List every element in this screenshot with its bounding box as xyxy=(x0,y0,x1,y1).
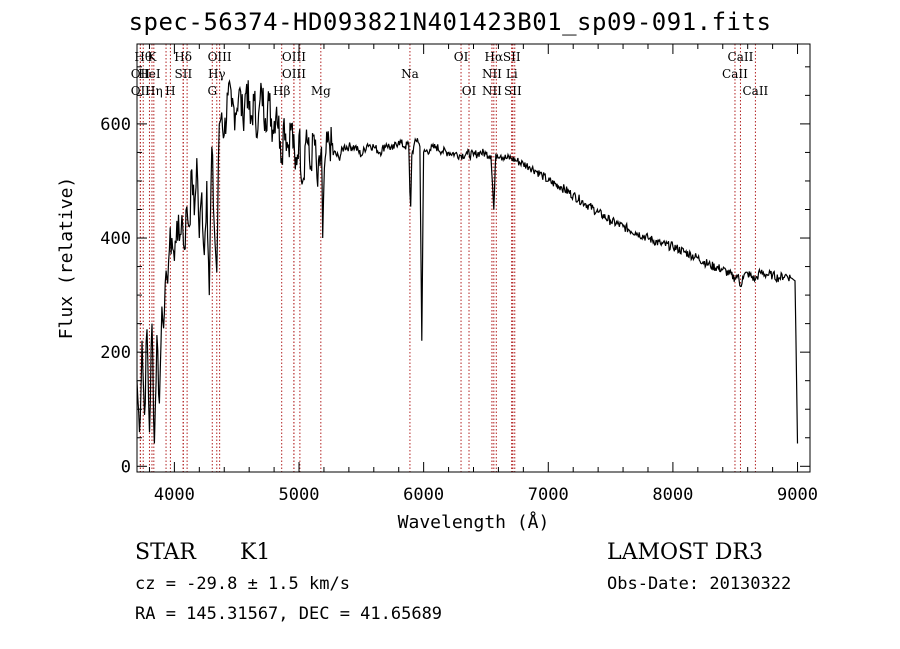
x-tick-label: 6000 xyxy=(403,485,444,505)
y-tick-label: 600 xyxy=(100,115,131,135)
spectral-line-label: CaII xyxy=(728,50,754,64)
spectral-line-label: NII xyxy=(482,67,502,81)
y-tick-label: 0 xyxy=(121,457,131,477)
spectral-line-label: Hβ xyxy=(273,84,290,98)
x-tick-label: 4000 xyxy=(154,485,195,505)
spectral-line-label: Hα xyxy=(485,50,504,64)
x-tick-label: 8000 xyxy=(652,485,693,505)
spectral-line-label: Hγ xyxy=(208,67,226,81)
x-tick-label: 9000 xyxy=(777,485,818,505)
spectral-line-label: SII xyxy=(504,84,522,98)
line-markers xyxy=(139,44,756,472)
x-axis-label: Wavelength (Å) xyxy=(398,511,550,533)
spectral-line-label: OIII xyxy=(282,67,306,81)
chart-title: spec-56374-HD093821N401423B01_sp09-091.f… xyxy=(128,8,772,36)
survey-name: LAMOST DR3 xyxy=(607,540,763,565)
spectral-line-label: HeI xyxy=(138,67,161,81)
spectrum-series-line xyxy=(136,78,799,444)
spectral-line-label: SII xyxy=(503,50,521,64)
y-tick-label: 400 xyxy=(100,229,131,249)
object-subclass: K1 xyxy=(240,540,271,565)
spectral-line-label: CaII xyxy=(742,84,768,98)
spectral-line-label: Na xyxy=(401,67,419,81)
obs-date: Obs-Date: 20130322 xyxy=(607,574,792,594)
redshift-text: cz = -29.8 ± 1.5 km/s xyxy=(135,574,350,594)
spectral-line-label: NII xyxy=(482,84,502,98)
spectral-line-label: K xyxy=(147,50,157,64)
spectral-line-label: CaII xyxy=(722,67,748,81)
y-axis: 0 200 400 600 xyxy=(100,66,810,477)
spectral-line-label: Mg xyxy=(311,84,331,98)
object-class: STAR xyxy=(135,540,196,565)
spectral-line-label: OII xyxy=(131,67,151,81)
spectral-line-label: OI xyxy=(462,84,477,98)
spectral-line-label: Li xyxy=(506,67,518,81)
spectral-line-label: Hη xyxy=(145,84,163,98)
spectral-line-label: G xyxy=(207,84,217,98)
coordinates-text: RA = 145.31567, DEC = 41.65689 xyxy=(135,604,443,624)
spectral-line-label: OIII xyxy=(282,50,306,64)
spectral-line-label: OI xyxy=(454,50,469,64)
spectral-line-label: Hδ xyxy=(174,50,192,64)
spectral-line-label: OIII xyxy=(208,50,232,64)
x-axis: 4000 5000 6000 7000 8000 9000 xyxy=(148,44,818,505)
spectral-line-label: SII xyxy=(175,67,193,81)
x-tick-label: 5000 xyxy=(279,485,320,505)
line-labels: Hθ OII OII K HeI Hη H Hδ SII G Hγ OIII Hβ OIII OIII Mg N… xyxy=(131,50,769,98)
spectral-line-label: Hθ xyxy=(134,50,152,64)
spectral-line-label: H xyxy=(165,84,175,98)
y-tick-label: 200 xyxy=(100,343,131,363)
y-axis-label: Flux (relative) xyxy=(56,177,77,340)
spectral-line-label: OII xyxy=(131,84,151,98)
x-tick-label: 7000 xyxy=(528,485,569,505)
